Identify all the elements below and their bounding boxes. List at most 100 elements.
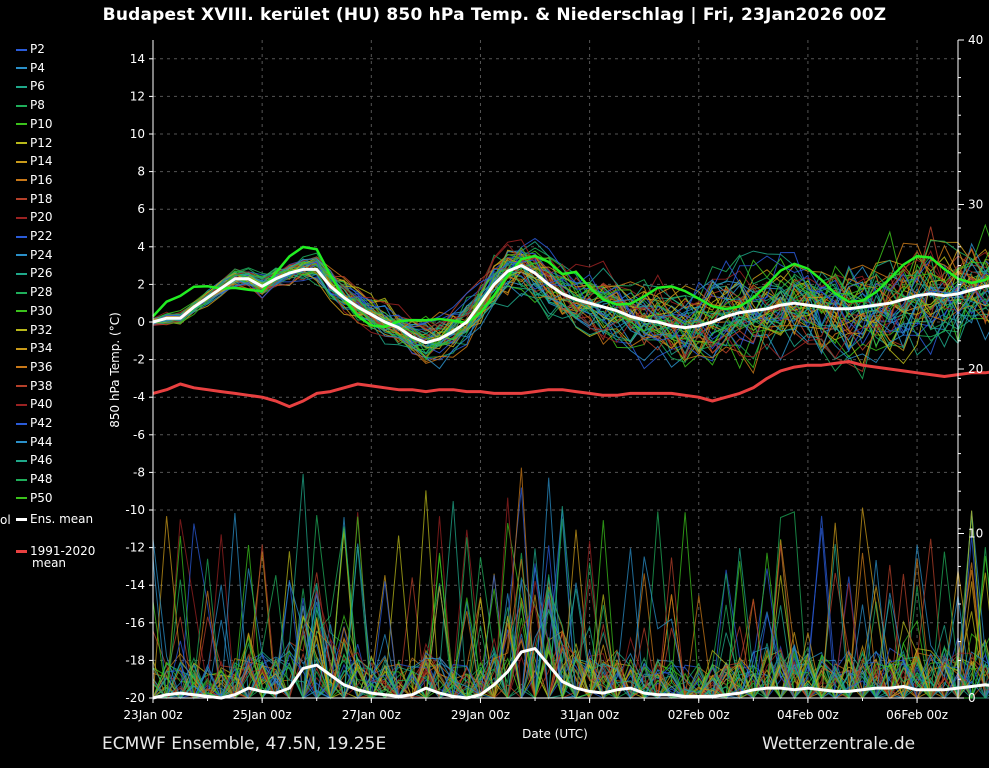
climate-mean-line	[152, 360, 989, 409]
member-temp-line	[152, 261, 989, 355]
y-tick-label: -10	[125, 503, 145, 517]
y2-tick-label: 0	[968, 691, 976, 705]
legend-label: P48	[30, 472, 53, 487]
legend-label: P26	[30, 266, 53, 281]
member-temp-line	[152, 237, 989, 361]
legend-swatch	[16, 85, 27, 88]
legend-swatch	[16, 123, 27, 126]
legend-swatch	[16, 441, 27, 444]
legend-label: P46	[30, 453, 53, 468]
x-tick-label: 31Jan 00z	[560, 708, 619, 722]
legend-label: P42	[30, 416, 53, 430]
legend: P2 P4 P6 P8 P10 P12 P14 P16 P18 P20 P22 P24 P26 P28 P3…	[0, 42, 110, 582]
legend-label: P18	[30, 191, 53, 206]
footer-site-name: Wetterzentrale.de	[762, 734, 916, 754]
legend-item: P36	[16, 360, 53, 374]
member-precip-line	[152, 512, 989, 700]
legend-swatch	[16, 422, 27, 425]
legend-swatch	[16, 67, 27, 70]
legend-swatch	[16, 235, 27, 238]
member-temp-line	[152, 242, 989, 364]
legend-label: 1991-2020	[30, 544, 96, 558]
legend-swatch	[16, 272, 27, 275]
y-tick-label: -14	[125, 578, 145, 592]
legend-item: P18	[16, 192, 53, 206]
y-tick-label: -6	[133, 428, 145, 442]
member-temp-line	[152, 255, 989, 345]
legend-item: P38	[16, 379, 53, 393]
member-precip-line	[152, 523, 989, 700]
footer-model-info: ECMWF Ensemble, 47.5N, 19.25E	[102, 734, 387, 754]
y-tick-label: 6	[137, 202, 145, 216]
legend-label: P32	[30, 322, 53, 337]
y2-tick-label: 40	[968, 33, 983, 47]
member-temp-line	[152, 270, 989, 361]
member-temp-line	[152, 240, 989, 359]
legend-item: P46	[16, 453, 53, 467]
legend-swatch	[16, 160, 27, 163]
legend-swatch	[16, 104, 27, 107]
legend-label: P10	[30, 116, 53, 131]
member-temp-line	[152, 257, 989, 356]
legend-label: P38	[30, 378, 53, 393]
member-precip-line	[153, 515, 989, 700]
series-lines	[152, 264, 989, 700]
axes: -20-18-16-14-12-10-8-6-4-202468101214010…	[123, 33, 983, 722]
legend-swatch	[16, 518, 27, 521]
legend-item: P20	[16, 210, 53, 224]
x-tick-label: 02Feb 00z	[668, 708, 730, 722]
legend-swatch	[16, 385, 27, 388]
legend-swatch	[16, 48, 27, 51]
y-tick-label: 10	[130, 127, 145, 141]
legend-swatch	[16, 329, 27, 331]
legend-item: P24	[16, 248, 53, 262]
member-precip-line	[153, 510, 989, 700]
x-tick-label: 23Jan 00z	[123, 708, 182, 722]
legend-label: P22	[30, 229, 53, 243]
y-tick-label: 0	[137, 315, 145, 329]
x-axis-label: Date (UTC)	[522, 727, 588, 741]
y2-tick-label: 10	[968, 527, 983, 541]
ensemble-members	[152, 223, 989, 700]
member-precip-line	[152, 511, 989, 700]
legend-swatch	[16, 216, 27, 219]
y-tick-label: -20	[125, 691, 145, 705]
x-tick-label: 25Jan 00z	[233, 708, 292, 722]
member-precip-line	[152, 544, 989, 700]
legend-swatch	[16, 254, 27, 257]
legend-label: P20	[30, 210, 53, 225]
legend-label: P34	[30, 341, 53, 356]
legend-item: P48	[16, 472, 53, 486]
legend-label: P30	[30, 303, 53, 318]
legend-swatch	[16, 459, 27, 462]
y2-tick-label: 30	[968, 198, 983, 212]
legend-label: P16	[30, 172, 53, 187]
legend-item: P6	[16, 79, 45, 93]
legend-label: P28	[30, 285, 53, 300]
legend-label-line2: mean	[32, 556, 67, 570]
chart-title: Budapest XVIII. kerület (HU) 850 hPa Tem…	[102, 5, 887, 25]
y-tick-label: 8	[137, 165, 145, 179]
member-precip-line	[152, 539, 989, 700]
y-tick-label: 12	[130, 89, 145, 103]
legend-item: Ens. mean	[16, 512, 93, 526]
x-tick-label: 27Jan 00z	[342, 708, 401, 722]
member-temp-line	[152, 259, 989, 349]
legend-swatch	[16, 179, 27, 182]
y-tick-label: -16	[125, 616, 145, 630]
legend-label: P14	[30, 154, 53, 169]
ens-mean-precip-line	[152, 647, 989, 700]
legend-item: P22	[16, 229, 53, 243]
y-tick-label: 2	[137, 277, 145, 291]
legend-item: P4	[16, 61, 45, 75]
y-tick-label: -8	[133, 465, 145, 479]
member-temp-line	[152, 250, 989, 346]
y-tick-label: 4	[137, 240, 145, 254]
legend-item: P42	[16, 416, 53, 430]
legend-label: P2	[30, 42, 45, 56]
y-tick-label: -2	[133, 353, 145, 367]
legend-label: P8	[30, 98, 45, 113]
x-tick-label: 29Jan 00z	[451, 708, 510, 722]
legend-label: P36	[30, 359, 53, 374]
